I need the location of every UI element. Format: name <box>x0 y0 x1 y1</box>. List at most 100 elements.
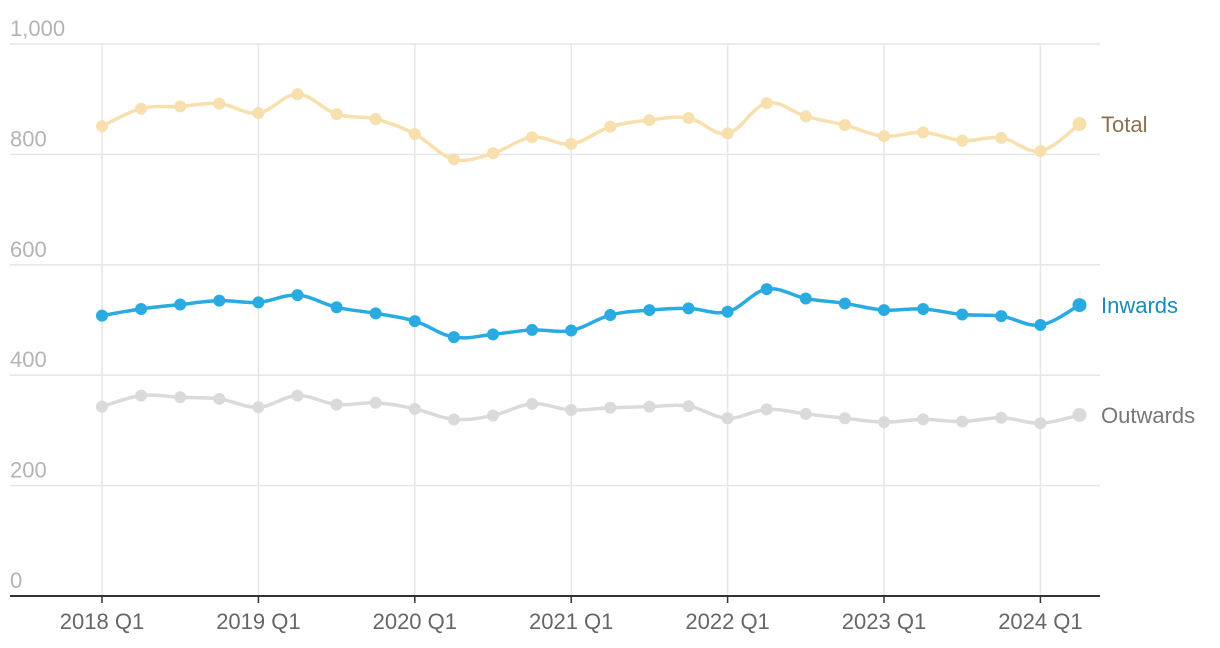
data-point-total[interactable] <box>604 120 617 133</box>
data-point-outwards[interactable] <box>995 411 1008 424</box>
data-point-total[interactable] <box>487 147 499 160</box>
data-point-inwards[interactable] <box>721 305 734 318</box>
data-point-inwards[interactable] <box>213 294 226 307</box>
data-point-inwards[interactable] <box>838 297 851 310</box>
x-tick-label: 2024 Q1 <box>998 609 1082 634</box>
x-axis: 2018 Q1 2019 Q1 2020 Q1 2021 Q1 2022 Q1 2023 … <box>10 595 1100 634</box>
data-point-inwards[interactable] <box>174 298 187 311</box>
data-point-total[interactable] <box>213 97 226 110</box>
data-point-inwards[interactable] <box>96 309 108 322</box>
data-point-inwards[interactable] <box>760 283 773 296</box>
gridlines <box>10 43 1100 596</box>
data-point-total[interactable] <box>878 130 890 143</box>
data-point-outwards[interactable] <box>291 389 304 402</box>
y-tick-label: 800 <box>10 126 47 151</box>
series-line-inwards <box>100 286 1082 340</box>
data-point-outwards[interactable] <box>213 392 226 405</box>
y-tick-label: 600 <box>10 237 47 262</box>
data-point-inwards[interactable] <box>1034 318 1047 331</box>
data-point-inwards[interactable] <box>799 292 812 305</box>
data-point-outwards[interactable] <box>135 389 148 402</box>
data-point-total[interactable] <box>526 131 539 144</box>
data-point-total[interactable] <box>408 127 421 140</box>
data-point-outwards[interactable] <box>565 403 578 416</box>
data-point-outwards[interactable] <box>643 400 656 413</box>
data-point-total[interactable] <box>1034 145 1047 158</box>
data-point-total[interactable] <box>995 131 1008 144</box>
data-point-total[interactable] <box>760 97 773 110</box>
data-point-outwards[interactable] <box>721 412 734 425</box>
data-point-outwards[interactable] <box>447 413 460 426</box>
series-label-outwards: Outwards <box>1101 403 1195 428</box>
data-point-total[interactable] <box>1072 117 1087 132</box>
data-point-total[interactable] <box>838 119 851 132</box>
data-point-total[interactable] <box>135 102 148 115</box>
data-point-outwards[interactable] <box>799 407 812 420</box>
data-point-outwards[interactable] <box>526 397 539 410</box>
data-point-total[interactable] <box>96 120 108 133</box>
data-point-inwards[interactable] <box>565 324 578 337</box>
data-point-inwards[interactable] <box>1072 298 1087 313</box>
data-point-total[interactable] <box>956 134 969 147</box>
data-point-inwards[interactable] <box>447 331 460 344</box>
data-point-inwards[interactable] <box>408 315 421 328</box>
data-point-total[interactable] <box>447 153 460 166</box>
data-point-outwards[interactable] <box>487 409 499 422</box>
data-point-outwards[interactable] <box>1034 417 1047 430</box>
data-point-inwards[interactable] <box>291 289 304 302</box>
data-point-outwards[interactable] <box>956 415 969 428</box>
data-point-total[interactable] <box>369 113 382 126</box>
data-point-outwards[interactable] <box>1072 407 1087 422</box>
data-point-total[interactable] <box>174 100 187 113</box>
data-point-total[interactable] <box>721 127 734 140</box>
data-point-inwards[interactable] <box>330 301 343 314</box>
data-point-outwards[interactable] <box>408 402 421 415</box>
data-point-total[interactable] <box>799 110 812 123</box>
data-point-total[interactable] <box>917 126 930 139</box>
series-group: Total Inwards Outwards <box>96 88 1195 430</box>
data-point-total[interactable] <box>252 107 265 119</box>
data-point-total[interactable] <box>682 111 695 124</box>
data-point-outwards[interactable] <box>878 416 890 429</box>
data-point-inwards[interactable] <box>135 302 148 315</box>
data-point-inwards[interactable] <box>526 323 539 336</box>
x-tick-label: 2018 Q1 <box>60 609 144 634</box>
y-axis: 0 200 400 600 800 1,000 <box>10 16 65 593</box>
y-tick-label: 400 <box>10 347 47 372</box>
data-point-outwards[interactable] <box>369 396 382 409</box>
series-inwards: Inwards <box>96 283 1178 344</box>
data-point-inwards[interactable] <box>643 304 656 317</box>
data-point-inwards[interactable] <box>917 302 930 315</box>
series-line-outwards <box>100 393 1082 425</box>
data-point-total[interactable] <box>291 88 304 101</box>
data-point-inwards[interactable] <box>682 302 695 315</box>
data-point-inwards[interactable] <box>369 307 382 320</box>
x-tick-label: 2020 Q1 <box>373 609 457 634</box>
series-total: Total <box>96 88 1147 166</box>
data-point-outwards[interactable] <box>604 401 617 414</box>
data-point-inwards[interactable] <box>487 328 499 341</box>
data-point-outwards[interactable] <box>917 413 930 426</box>
data-point-outwards[interactable] <box>252 401 265 414</box>
data-point-inwards[interactable] <box>604 309 617 322</box>
series-outwards: Outwards <box>96 389 1195 430</box>
data-point-outwards[interactable] <box>760 403 773 416</box>
data-point-total[interactable] <box>643 114 656 127</box>
data-point-inwards[interactable] <box>878 304 890 317</box>
data-point-inwards[interactable] <box>956 308 969 321</box>
data-point-inwards[interactable] <box>995 310 1008 323</box>
data-point-outwards[interactable] <box>838 412 851 425</box>
data-point-total[interactable] <box>330 108 343 121</box>
x-tick-label: 2022 Q1 <box>685 609 769 634</box>
data-point-outwards[interactable] <box>682 400 695 413</box>
data-point-outwards[interactable] <box>330 398 343 411</box>
data-point-outwards[interactable] <box>96 400 108 413</box>
data-point-outwards[interactable] <box>174 391 187 404</box>
data-point-total[interactable] <box>565 137 578 150</box>
series-line-total <box>100 92 1082 163</box>
x-tick-label: 2021 Q1 <box>529 609 613 634</box>
series-label-total: Total <box>1101 112 1147 137</box>
data-point-inwards[interactable] <box>252 296 265 309</box>
series-label-inwards: Inwards <box>1101 293 1178 318</box>
